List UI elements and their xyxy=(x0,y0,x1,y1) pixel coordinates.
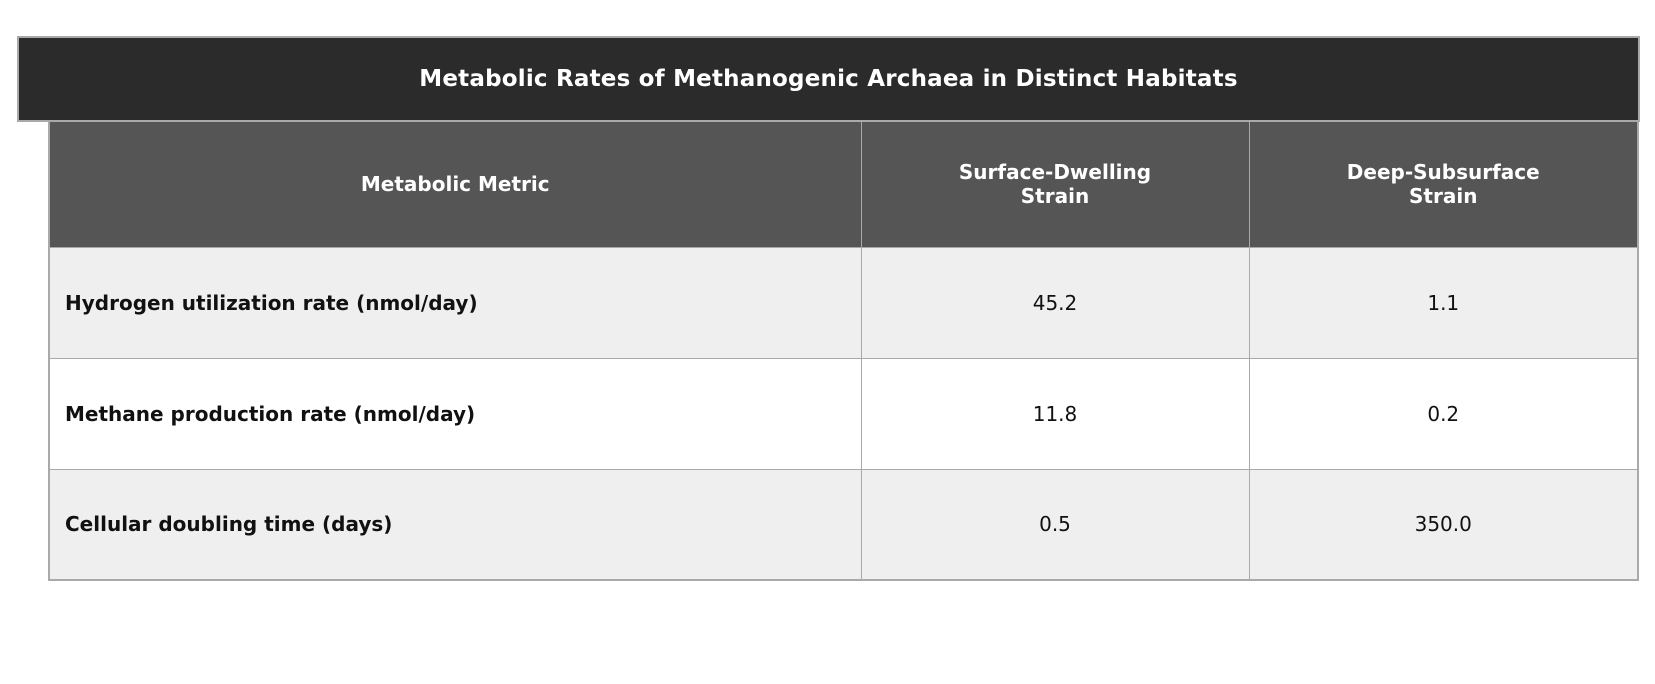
column-header-deep: Deep-Subsurface Strain xyxy=(1248,120,1639,248)
column-header-line: Metabolic Metric xyxy=(360,172,550,197)
metabolic-rates-table: Metabolic Metric Surface-Dwelling Strain… xyxy=(48,120,1639,581)
column-header-line: Surface-Dwelling xyxy=(958,160,1152,185)
column-header-line: Strain xyxy=(1409,184,1478,209)
value-cell-deep: 1.1 xyxy=(1248,246,1639,359)
table-row: Methane production rate (nmol/day) 11.8 … xyxy=(48,357,1639,470)
metric-cell: Methane production rate (nmol/day) xyxy=(48,357,862,470)
header-row: Metabolic Metric Surface-Dwelling Strain… xyxy=(48,120,1639,248)
metric-cell: Cellular doubling time (days) xyxy=(48,468,862,581)
table-row: Hydrogen utilization rate (nmol/day) 45.… xyxy=(48,246,1639,359)
value-cell-surface: 11.8 xyxy=(860,357,1250,470)
column-header-line: Strain xyxy=(1020,184,1090,209)
column-header-surface: Surface-Dwelling Strain xyxy=(860,120,1250,248)
value-cell-deep: 350.0 xyxy=(1248,468,1639,581)
value-cell-deep: 0.2 xyxy=(1248,357,1639,470)
table-title-bar: Metabolic Rates of Methanogenic Archaea … xyxy=(17,36,1640,122)
value-cell-surface: 45.2 xyxy=(860,246,1250,359)
table-row: Cellular doubling time (days) 0.5 350.0 xyxy=(48,468,1639,581)
table-title: Metabolic Rates of Methanogenic Archaea … xyxy=(419,66,1238,92)
table-container: Metabolic Metric Surface-Dwelling Strain… xyxy=(48,120,1639,581)
metric-cell: Hydrogen utilization rate (nmol/day) xyxy=(48,246,862,359)
value-cell-surface: 0.5 xyxy=(860,468,1250,581)
column-header-metric: Metabolic Metric xyxy=(48,120,862,248)
column-header-line: Deep-Subsurface xyxy=(1346,160,1540,185)
